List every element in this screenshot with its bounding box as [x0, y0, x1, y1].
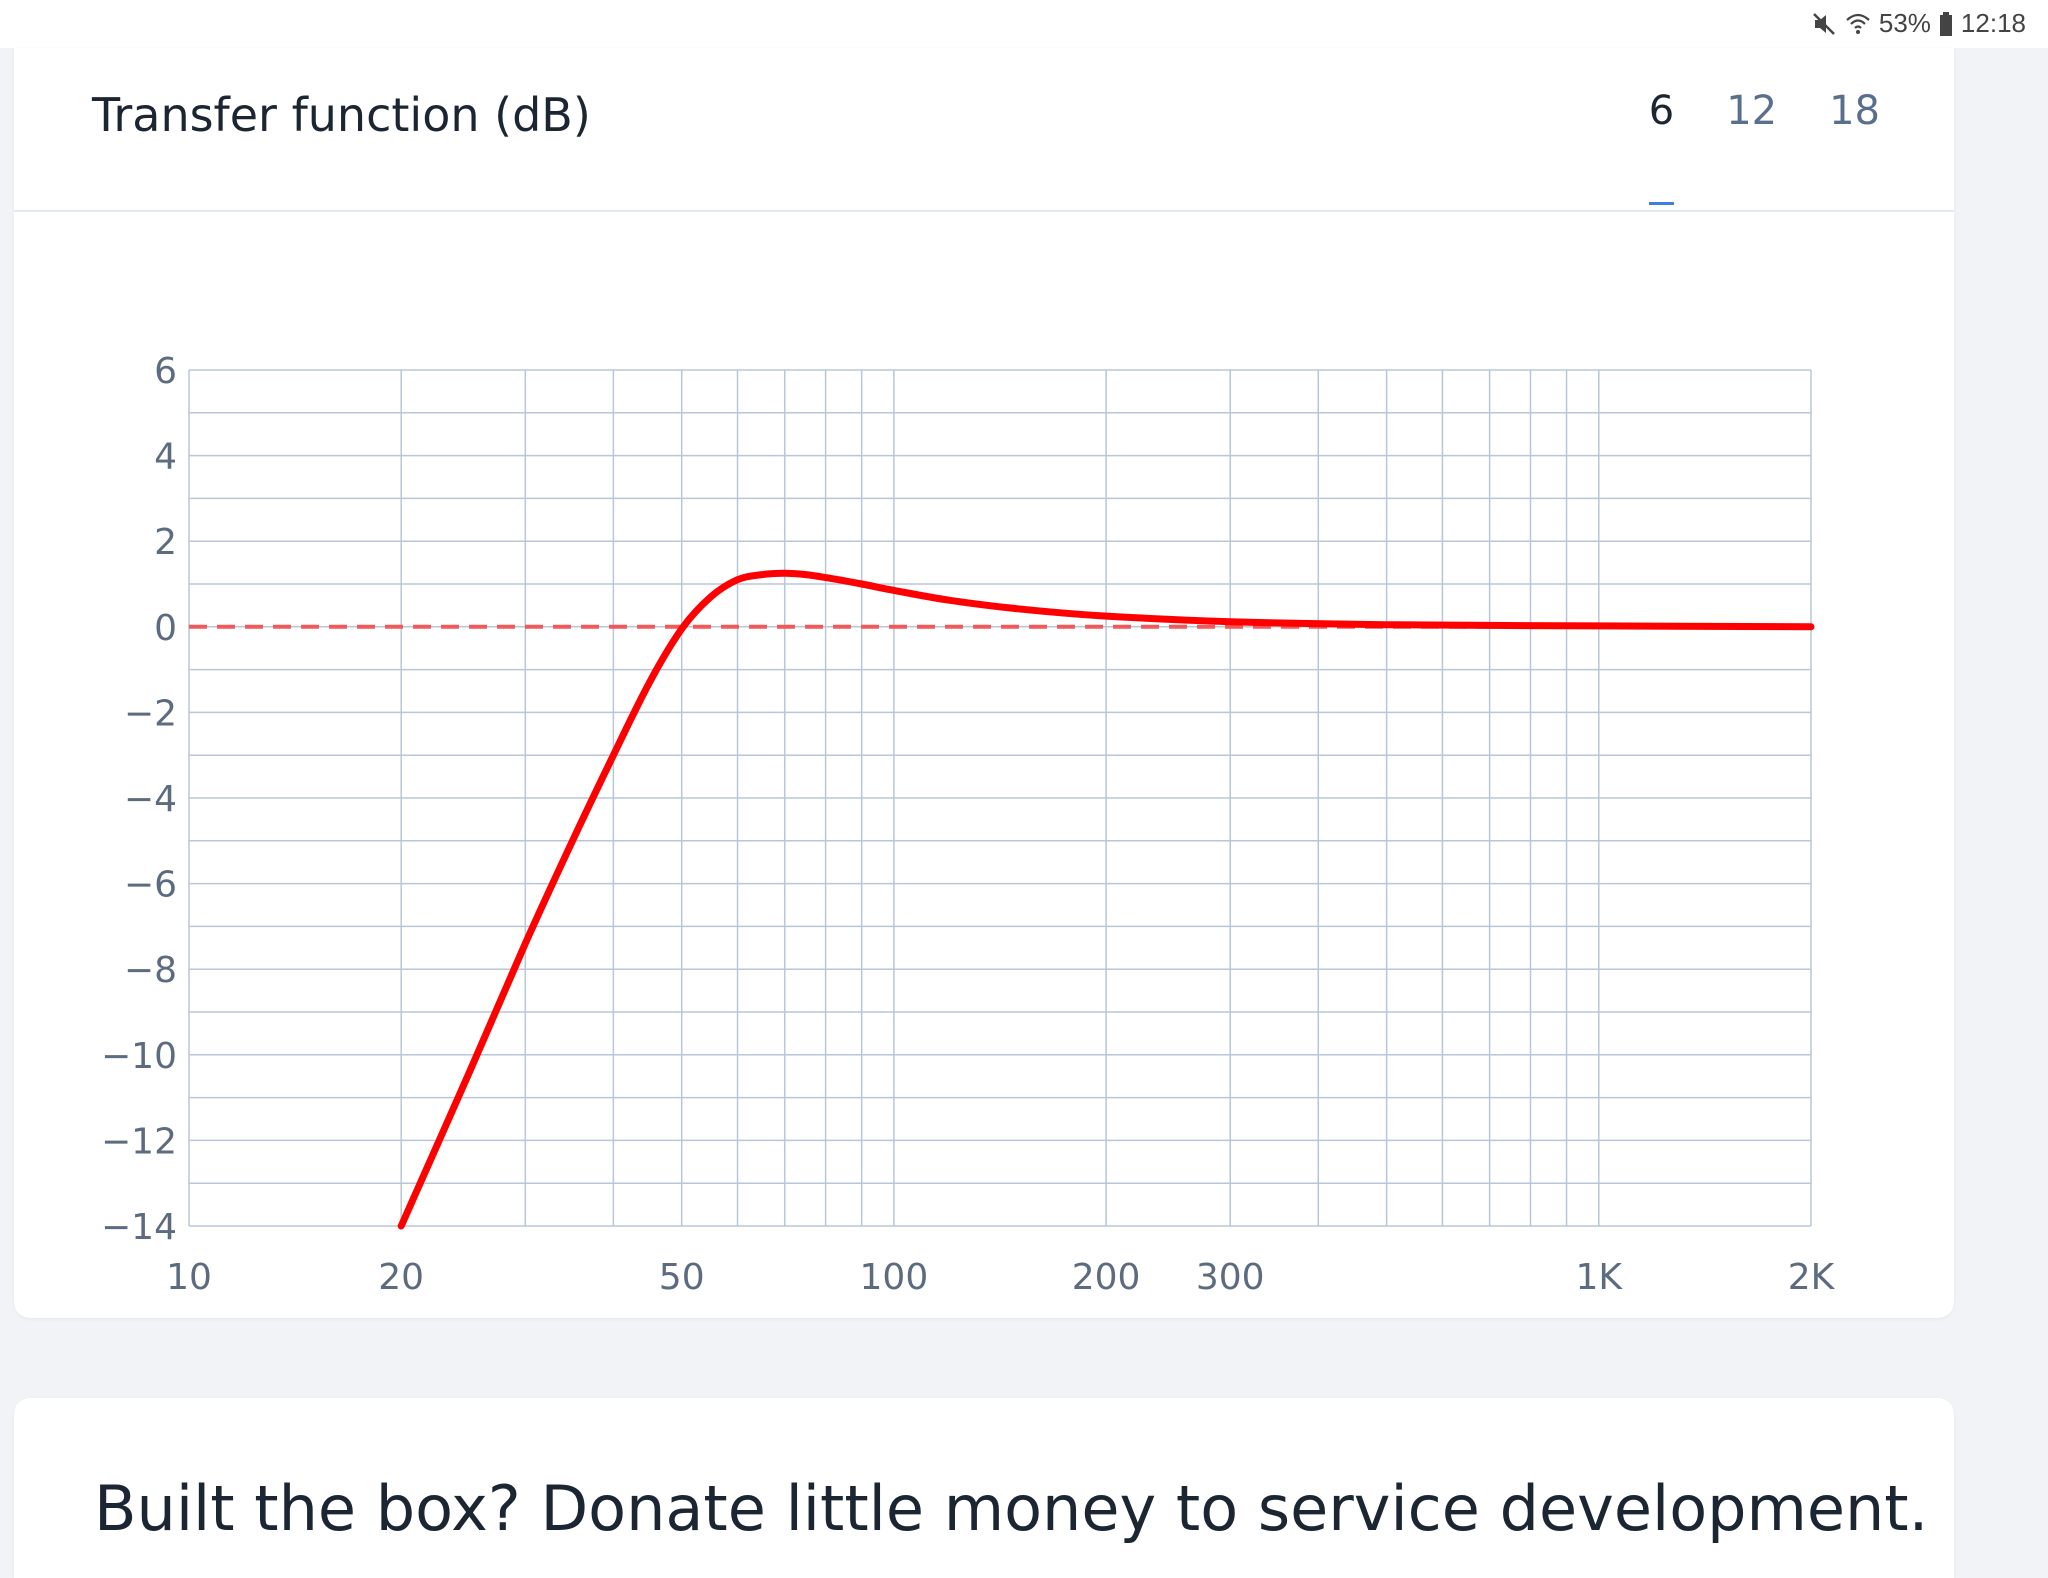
- status-icons: 53% 12:18: [1811, 8, 2026, 39]
- y-tick-label: −14: [101, 1207, 177, 1248]
- donate-heading: Built the box? Donate little money to se…: [94, 1472, 1929, 1545]
- x-tick-label: 10: [166, 1257, 212, 1298]
- y-tick-label: 4: [154, 437, 177, 478]
- slope-tabs: 6 12 18: [1597, 88, 1880, 205]
- x-tick-label: 2K: [1788, 1257, 1836, 1298]
- transfer-function-card: Transfer function (dB) 6 12 18 6 4 2 0 −2 −4−…: [14, 48, 1954, 1318]
- y-tick-label: −6: [124, 865, 177, 906]
- x-tick-label: 50: [659, 1257, 705, 1298]
- y-tick-label: −8: [124, 950, 177, 991]
- donate-card: Built the box? Donate little money to se…: [14, 1398, 1954, 1578]
- y-tick-label: −4: [124, 779, 177, 820]
- battery-icon: [1939, 11, 1953, 37]
- battery-percent: 53%: [1878, 8, 1931, 38]
- clock: 12:18: [1960, 8, 2026, 38]
- x-tick-label: 1K: [1576, 1257, 1624, 1298]
- x-tick-label: 20: [378, 1257, 424, 1298]
- wifi-icon: [1845, 11, 1871, 37]
- card-header: Transfer function (dB) 6 12 18: [14, 48, 1954, 212]
- tab-18[interactable]: 18: [1829, 88, 1880, 134]
- y-tick-label: −12: [101, 1121, 177, 1162]
- x-tick-label: 200: [1072, 1257, 1141, 1298]
- tab-12[interactable]: 12: [1726, 88, 1778, 134]
- y-tick-label: 0: [154, 608, 177, 649]
- x-tick-label: 100: [860, 1257, 929, 1298]
- x-tick-label: 300: [1196, 1257, 1265, 1298]
- tab-6[interactable]: 6: [1648, 88, 1675, 205]
- y-tick-label: −2: [124, 693, 177, 734]
- y-tick-label: 2: [154, 522, 177, 563]
- y-tick-label: 6: [154, 351, 177, 392]
- transfer-function-line: [397, 569, 1815, 1230]
- status-bar: 53% 12:18: [0, 0, 2048, 48]
- card-title: Transfer function (dB): [92, 88, 591, 142]
- y-tick-label: −10: [101, 1036, 177, 1077]
- mute-icon: [1811, 11, 1837, 37]
